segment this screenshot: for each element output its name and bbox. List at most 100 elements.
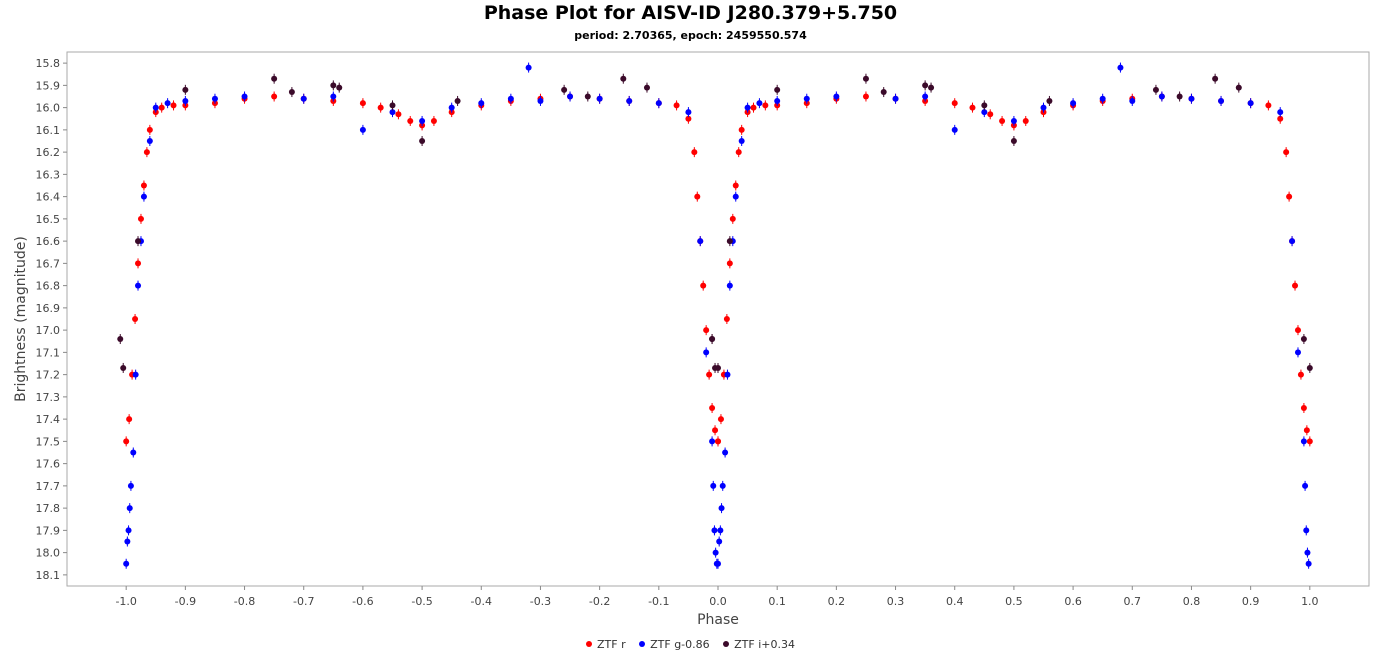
data-point [756,100,763,107]
x-tick-label: 0.2 [828,595,846,608]
data-point [395,111,402,118]
data-point [135,260,142,267]
data-point [833,93,840,100]
data-point [726,238,733,245]
data-point [744,104,751,111]
data-point [1286,193,1293,200]
x-axis-label: Phase [697,612,739,628]
data-point [673,102,680,109]
data-point [709,405,716,411]
data-point [643,84,650,91]
data-point [140,193,147,200]
data-point [561,86,568,93]
data-point [981,109,988,116]
data-point [732,193,739,200]
data-point [377,104,384,111]
data-point [716,538,723,545]
chart-subtitle: period: 2.70365, epoch: 2459550.574 [574,29,807,42]
y-tick-label: 16.4 [36,191,61,204]
data-point [729,215,736,222]
data-point [710,482,717,489]
data-point [507,95,514,102]
data-point [724,371,731,378]
data-point [987,111,994,118]
data-point [951,126,958,133]
legend-marker-icon [723,641,730,647]
x-tick-label: -0.6 [352,595,373,608]
data-point [1218,97,1225,104]
data-point [969,104,976,111]
data-point [241,93,248,100]
data-point [717,527,724,534]
data-point [880,89,887,96]
x-tick-label: -0.7 [293,595,314,608]
data-point [735,149,742,156]
data-point [1176,93,1183,100]
data-point [774,97,781,104]
series-2 [117,73,1313,373]
chart-title: Phase Plot for AISV-ID J280.379+5.750 [483,2,898,24]
y-tick-label: 17.8 [36,502,61,515]
legend-label: ZTF i+0.34 [734,638,795,651]
x-tick-label: -0.2 [589,595,610,608]
data-point [685,109,692,116]
data-point [1212,75,1219,82]
data-point [726,260,733,267]
data-point [1040,104,1047,111]
data-point [1300,405,1307,411]
data-point [981,102,988,109]
plot-area [66,51,1370,587]
data-point [723,316,730,322]
legend-label: ZTF g-0.86 [650,638,710,651]
x-tick-label: -1.0 [115,595,136,608]
data-point [655,100,662,107]
data-point [120,364,127,371]
data-point [712,549,719,556]
data-point [359,100,366,107]
data-point [862,93,869,100]
legend-item-ztf-i: ZTF i+0.34 [723,638,795,651]
legend-marker-icon [639,641,646,647]
data-point [1300,336,1307,343]
data-point [709,438,716,445]
data-point [685,115,692,122]
data-point [407,117,414,124]
x-tick-label: 0.6 [1064,595,1082,608]
data-point [1277,109,1284,116]
series-1 [123,62,1312,569]
data-point [336,84,343,91]
data-point [711,527,718,534]
data-point [1283,149,1290,156]
y-axis-label: Brightness (magnitude) [13,236,29,402]
y-tick-label: 18.1 [36,569,61,582]
x-tick-label: 0.1 [768,595,786,608]
data-point [862,75,869,82]
data-point [709,336,716,343]
data-point [803,95,810,102]
x-tick-label: 0.3 [887,595,905,608]
y-tick-label: 17.9 [36,524,61,537]
data-point [1303,427,1310,434]
data-point [999,117,1006,124]
data-point [143,149,150,156]
data-point [271,75,278,82]
data-point [1265,102,1272,109]
x-tick-label: 0.7 [1124,595,1142,608]
y-tick-label: 18.0 [36,547,61,560]
data-point [1300,438,1307,445]
data-point [1305,560,1312,567]
data-point [1304,549,1311,556]
y-tick-label: 17.2 [36,369,61,382]
data-point [726,282,733,289]
y-tick-label: 16.9 [36,302,61,315]
data-point [182,97,189,104]
x-tick-label: -0.4 [471,595,492,608]
x-tick-label: 0.4 [946,595,964,608]
legend-label: ZTF r [597,638,626,651]
chart-legend: ZTF r ZTF g-0.86 ZTF i+0.34 [0,638,1381,651]
data-point [620,75,627,82]
data-point [1294,327,1301,334]
data-point [1158,93,1165,100]
data-point [478,100,485,107]
data-point [1022,117,1029,124]
